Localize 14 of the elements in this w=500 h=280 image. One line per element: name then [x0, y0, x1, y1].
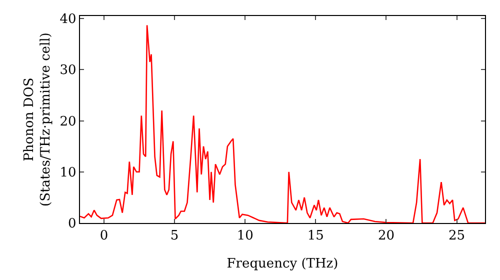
y-tick-label: 10 [60, 165, 76, 180]
y-tick-label: 40 [60, 12, 76, 28]
y-axis-title: Phonon DOS (States/THz·primitive cell) [22, 32, 54, 207]
x-axis-title: Frequency (THz) [226, 256, 338, 272]
line-series [80, 24, 485, 223]
x-tick-label: 5 [170, 228, 179, 244]
x-tick-label: 20 [378, 228, 394, 244]
x-tick-label: 10 [236, 228, 254, 244]
x-tick-label: 15 [307, 228, 324, 244]
y-tick-label: 30 [60, 63, 76, 78]
y-tick-label: 20 [60, 114, 76, 130]
x-tick-label: 25 [448, 228, 466, 244]
y-tick-label: 0 [68, 216, 76, 232]
x-tick-label: 0 [100, 228, 108, 244]
